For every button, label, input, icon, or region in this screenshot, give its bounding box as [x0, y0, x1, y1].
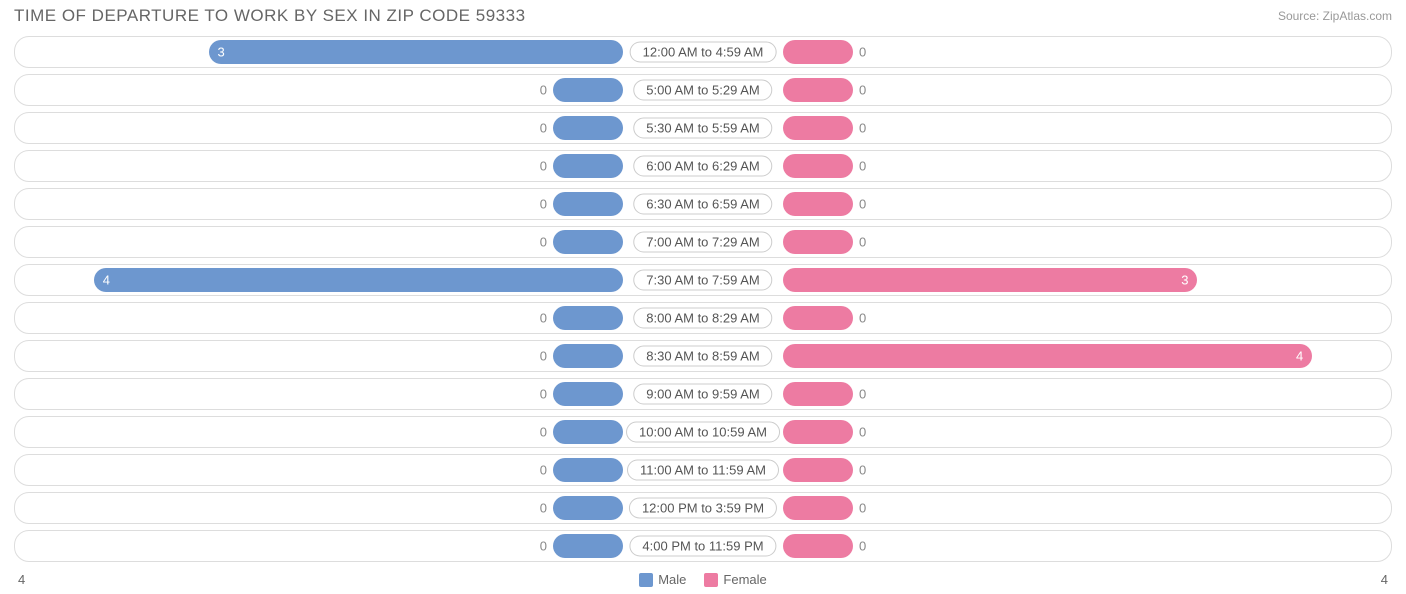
row-category-label: 5:00 AM to 5:29 AM [633, 80, 772, 101]
chart-row: 6:00 AM to 6:29 AM 0 0 [14, 150, 1392, 182]
female-bar [783, 306, 853, 330]
row-category-label: 12:00 AM to 4:59 AM [630, 42, 777, 63]
male-bar [553, 192, 623, 216]
chart-title: TIME OF DEPARTURE TO WORK BY SEX IN ZIP … [14, 6, 526, 26]
chart-row: 7:30 AM to 7:59 AM 4 3 [14, 264, 1392, 296]
chart-row: 9:00 AM to 9:59 AM 0 0 [14, 378, 1392, 410]
axis-right-max: 4 [1381, 572, 1388, 587]
female-bar [783, 496, 853, 520]
male-value: 0 [540, 501, 547, 516]
row-category-label: 6:30 AM to 6:59 AM [633, 194, 772, 215]
row-category-label: 6:00 AM to 6:29 AM [633, 156, 772, 177]
row-category-label: 8:00 AM to 8:29 AM [633, 308, 772, 329]
male-value: 0 [540, 311, 547, 326]
chart-row: 8:00 AM to 8:29 AM 0 0 [14, 302, 1392, 334]
chart-row: 12:00 AM to 4:59 AM 3 0 [14, 36, 1392, 68]
female-value: 0 [859, 235, 866, 250]
chart-row: 5:00 AM to 5:29 AM 0 0 [14, 74, 1392, 106]
male-value: 0 [540, 463, 547, 478]
chart-area: 12:00 AM to 4:59 AM 3 0 5:00 AM to 5:29 AM 0… [0, 36, 1406, 562]
female-value: 4 [1296, 349, 1303, 364]
male-bar [209, 40, 623, 64]
female-bar [783, 40, 853, 64]
female-value: 0 [859, 83, 866, 98]
female-value: 0 [859, 121, 866, 136]
female-value: 0 [859, 197, 866, 212]
chart-source: Source: ZipAtlas.com [1278, 9, 1392, 23]
row-category-label: 10:00 AM to 10:59 AM [626, 422, 780, 443]
male-value: 0 [540, 387, 547, 402]
male-value: 3 [218, 45, 225, 60]
chart-row: 12:00 PM to 3:59 PM 0 0 [14, 492, 1392, 524]
male-bar [553, 382, 623, 406]
chart-row: 4:00 PM to 11:59 PM 0 0 [14, 530, 1392, 562]
female-value: 0 [859, 501, 866, 516]
female-bar [783, 458, 853, 482]
male-bar [553, 534, 623, 558]
female-bar [783, 534, 853, 558]
female-bar [783, 154, 853, 178]
male-bar [553, 154, 623, 178]
chart-row: 11:00 AM to 11:59 AM 0 0 [14, 454, 1392, 486]
female-bar [783, 268, 1197, 292]
female-value: 3 [1181, 273, 1188, 288]
axis-left-max: 4 [18, 572, 25, 587]
female-bar [783, 382, 853, 406]
chart-row: 6:30 AM to 6:59 AM 0 0 [14, 188, 1392, 220]
row-category-label: 11:00 AM to 11:59 AM [627, 460, 779, 481]
male-bar [553, 496, 623, 520]
legend-item-female: Female [704, 572, 766, 587]
male-value: 0 [540, 83, 547, 98]
male-bar [553, 458, 623, 482]
legend-female-label: Female [723, 572, 766, 587]
chart-row: 10:00 AM to 10:59 AM 0 0 [14, 416, 1392, 448]
female-value: 0 [859, 45, 866, 60]
male-value: 0 [540, 159, 547, 174]
row-category-label: 7:00 AM to 7:29 AM [633, 232, 772, 253]
female-value: 0 [859, 311, 866, 326]
male-bar [94, 268, 623, 292]
male-bar [553, 344, 623, 368]
row-category-label: 9:00 AM to 9:59 AM [633, 384, 772, 405]
female-bar [783, 230, 853, 254]
male-value: 0 [540, 197, 547, 212]
male-bar [553, 78, 623, 102]
legend-item-male: Male [639, 572, 686, 587]
male-value: 0 [540, 539, 547, 554]
male-value: 0 [540, 349, 547, 364]
female-bar [783, 420, 853, 444]
male-swatch [639, 573, 653, 587]
male-bar [553, 306, 623, 330]
legend-male-label: Male [658, 572, 686, 587]
female-value: 0 [859, 159, 866, 174]
row-category-label: 8:30 AM to 8:59 AM [633, 346, 772, 367]
chart-footer: 4 Male Female 4 [0, 568, 1406, 587]
male-bar [553, 230, 623, 254]
male-value: 0 [540, 121, 547, 136]
row-category-label: 4:00 PM to 11:59 PM [629, 536, 776, 557]
male-value: 0 [540, 235, 547, 250]
male-value: 4 [103, 273, 110, 288]
female-bar [783, 192, 853, 216]
row-category-label: 5:30 AM to 5:59 AM [633, 118, 772, 139]
female-value: 0 [859, 425, 866, 440]
female-value: 0 [859, 463, 866, 478]
chart-row: 7:00 AM to 7:29 AM 0 0 [14, 226, 1392, 258]
female-swatch [704, 573, 718, 587]
row-category-label: 12:00 PM to 3:59 PM [629, 498, 777, 519]
chart-header: TIME OF DEPARTURE TO WORK BY SEX IN ZIP … [0, 0, 1406, 30]
chart-row: 5:30 AM to 5:59 AM 0 0 [14, 112, 1392, 144]
legend: Male Female [639, 572, 767, 587]
chart-row: 8:30 AM to 8:59 AM 0 4 [14, 340, 1392, 372]
female-bar [783, 344, 1312, 368]
row-category-label: 7:30 AM to 7:59 AM [633, 270, 772, 291]
male-value: 0 [540, 425, 547, 440]
female-bar [783, 116, 853, 140]
male-bar [553, 420, 623, 444]
male-bar [553, 116, 623, 140]
female-value: 0 [859, 387, 866, 402]
female-value: 0 [859, 539, 866, 554]
female-bar [783, 78, 853, 102]
